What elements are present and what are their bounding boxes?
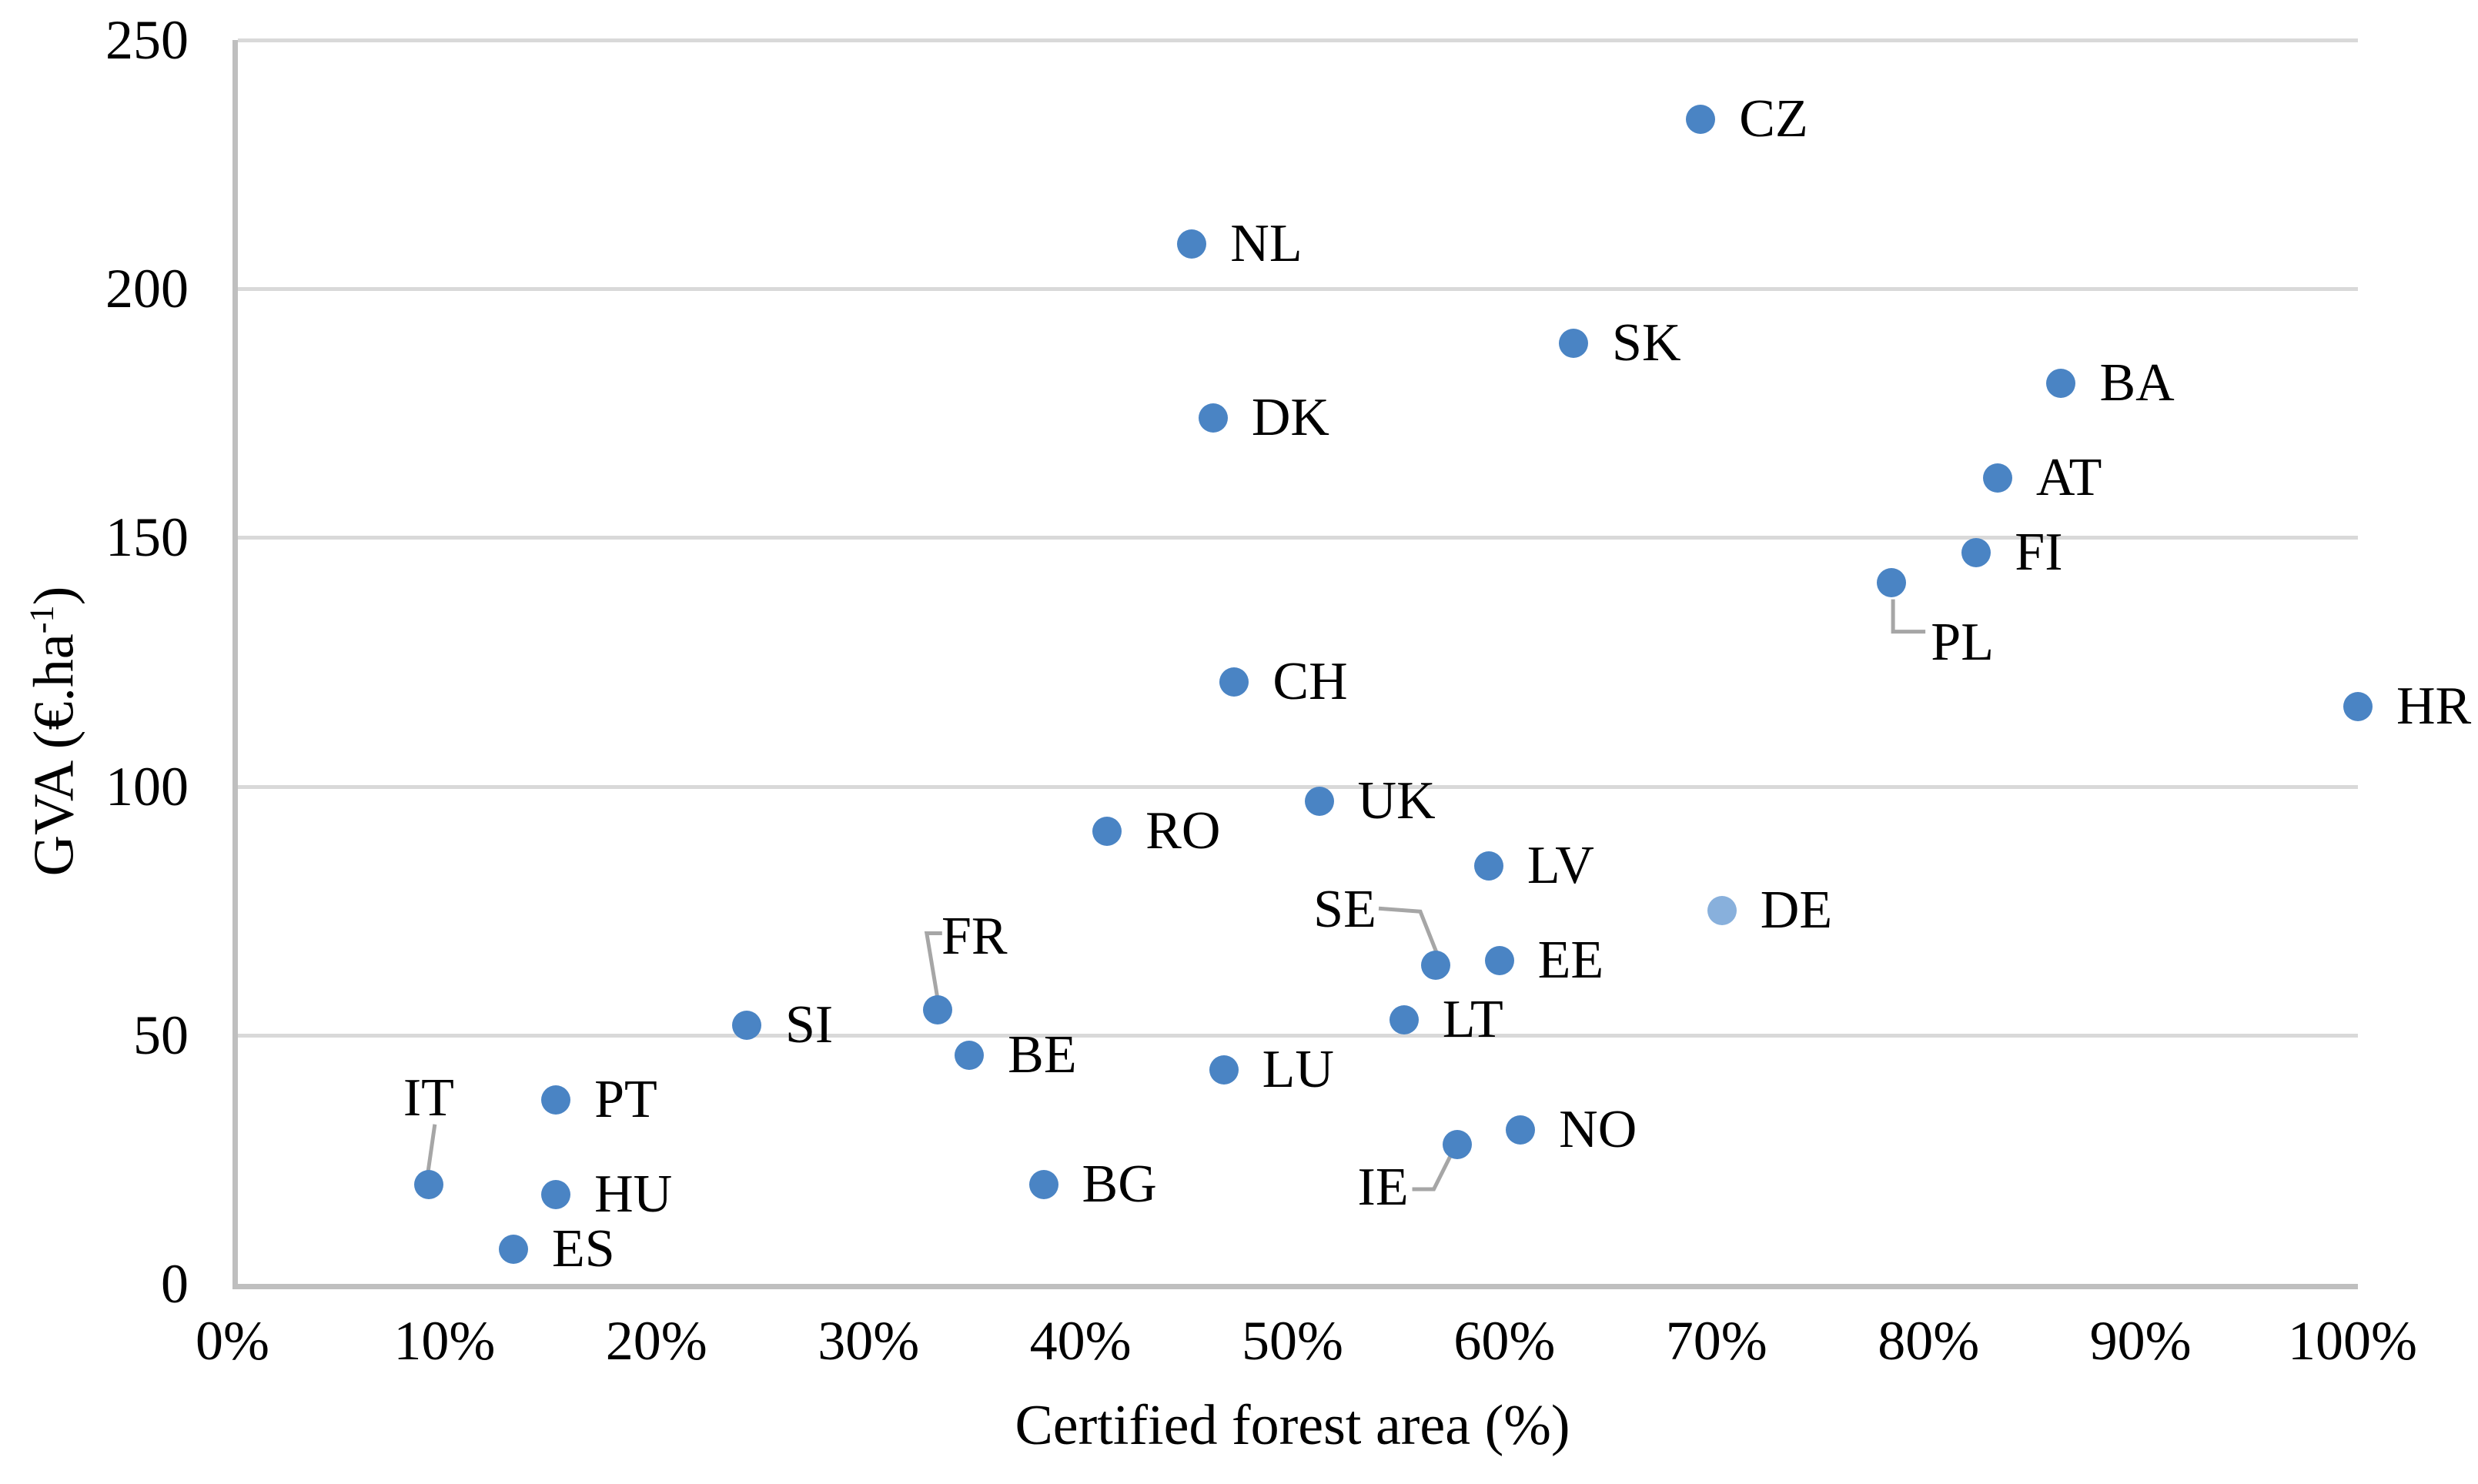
point-label-EE: EE — [1537, 930, 1604, 990]
data-point-LU — [1209, 1055, 1239, 1085]
x-axis-tick-label-30%: 30% — [818, 1310, 920, 1372]
point-label-BA: BA — [2099, 353, 2175, 413]
data-point-AT — [1982, 463, 2012, 493]
point-label-PL: PL — [1931, 612, 1994, 672]
gridline-y-50 — [238, 1033, 2358, 1038]
point-label-ES: ES — [552, 1218, 615, 1278]
plot-area: CZ NL SK BA DK AT FI PL CH HR UK RO LV DE EE SE FR LT SI BE… — [232, 38, 2471, 1289]
y-axis-tick-label-150: 150 — [105, 506, 189, 569]
x-axis-tick-label-80%: 80% — [1878, 1310, 1980, 1372]
x-axis-tick-label-40%: 40% — [1029, 1310, 1132, 1372]
x-axis-title: Certified forest area (%) — [1015, 1394, 1570, 1457]
y-axis-tick-label-100: 100 — [105, 755, 189, 817]
point-label-NO: NO — [1559, 1099, 1637, 1159]
y-axis-title-superscript: -1 — [22, 605, 61, 634]
point-label-DE: DE — [1760, 881, 1833, 941]
x-axis-tick-label-10%: 10% — [393, 1310, 496, 1372]
data-point-CH — [1219, 667, 1249, 697]
data-point-RO — [1092, 816, 1122, 846]
point-label-LU: LU — [1262, 1040, 1334, 1100]
x-axis-tick-label-50%: 50% — [1242, 1310, 1343, 1372]
gridline-y-200 — [238, 287, 2358, 292]
x-axis-tick-label-0%: 0% — [196, 1310, 269, 1372]
y-axis-tick-label-50: 50 — [133, 1004, 189, 1066]
data-point-NL — [1177, 229, 1207, 259]
data-point-HR — [2343, 692, 2373, 722]
point-label-IE: IE — [1357, 1158, 1409, 1217]
data-point-DE — [1707, 896, 1737, 926]
point-label-SE: SE — [1313, 880, 1376, 940]
point-label-SK: SK — [1612, 313, 1681, 373]
point-label-SI: SI — [784, 994, 834, 1055]
data-point-ES — [499, 1234, 529, 1264]
gridline-y-150 — [238, 536, 2358, 540]
data-point-SK — [1559, 329, 1589, 359]
data-point-IE — [1442, 1130, 1472, 1159]
y-axis-tick-label-200: 200 — [105, 258, 189, 320]
data-point-LV — [1473, 851, 1503, 881]
point-label-FR: FR — [941, 907, 1008, 967]
point-label-IT: IT — [403, 1068, 454, 1128]
point-label-AT: AT — [2035, 447, 2102, 507]
data-point-EE — [1484, 945, 1514, 975]
gridline-y-100 — [238, 784, 2358, 789]
y-axis-title-text: GVA (€.ha — [22, 633, 86, 877]
data-point-FI — [1961, 537, 1991, 567]
point-label-HR: HR — [2396, 677, 2472, 737]
data-point-IT — [413, 1169, 443, 1199]
point-label-NL: NL — [1230, 214, 1303, 274]
leader-line-PL — [1891, 599, 1926, 634]
x-axis-tick-label-60%: 60% — [1453, 1310, 1556, 1372]
data-point-PT — [541, 1085, 571, 1115]
y-axis-title: GVA (€.ha-1) — [13, 586, 86, 877]
data-point-DK — [1198, 403, 1228, 433]
data-point-LT — [1389, 1005, 1419, 1035]
x-axis-tick-label-20%: 20% — [605, 1310, 707, 1372]
data-point-CZ — [1686, 105, 1716, 135]
leader-line-FR — [924, 931, 942, 1003]
data-point-SE — [1421, 951, 1450, 981]
x-axis-tick-label-70%: 70% — [1665, 1310, 1767, 1372]
leader-line-SE — [1378, 906, 1440, 958]
x-axis-tick-label-100%: 100% — [2288, 1310, 2417, 1372]
data-point-BA — [2046, 369, 2076, 399]
point-label-PT: PT — [594, 1069, 657, 1129]
gridline-y-250 — [238, 38, 2358, 42]
point-label-DK: DK — [1251, 388, 1329, 448]
point-label-CZ: CZ — [1739, 89, 1808, 149]
leader-line-IE — [1412, 1154, 1453, 1192]
data-point-FR — [922, 995, 952, 1025]
point-label-BG: BG — [1082, 1154, 1157, 1214]
point-label-LV: LV — [1527, 836, 1594, 896]
data-point-SI — [731, 1010, 761, 1040]
point-label-FI: FI — [2015, 522, 2063, 582]
y-axis-title-suffix: ) — [22, 586, 86, 606]
point-label-HU: HU — [594, 1164, 673, 1224]
point-label-BE: BE — [1008, 1024, 1077, 1085]
data-point-BG — [1028, 1169, 1058, 1199]
point-label-RO: RO — [1145, 800, 1221, 861]
point-label-CH: CH — [1272, 651, 1348, 711]
point-label-LT: LT — [1442, 990, 1503, 1050]
data-point-PL — [1877, 567, 1907, 597]
data-point-HU — [541, 1179, 571, 1209]
point-label-UK: UK — [1357, 770, 1436, 831]
data-point-NO — [1506, 1115, 1536, 1145]
y-axis-tick-label-0: 0 — [161, 1253, 189, 1315]
data-point-UK — [1304, 786, 1334, 816]
x-axis-tick-label-90%: 90% — [2089, 1310, 2192, 1372]
data-point-BE — [955, 1040, 985, 1070]
y-axis-tick-label-250: 250 — [105, 9, 189, 71]
